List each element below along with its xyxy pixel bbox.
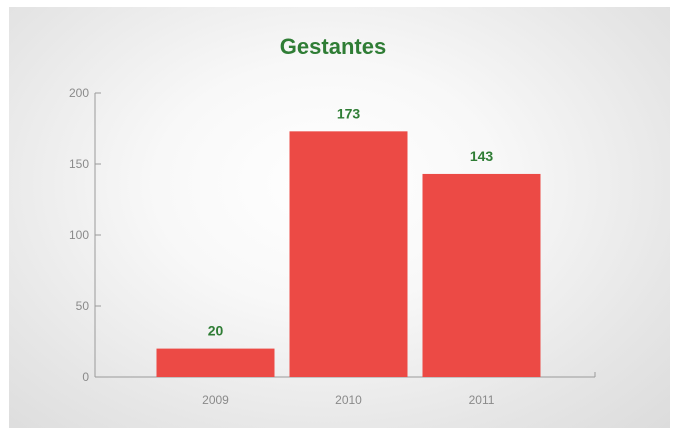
y-tick-label: 100 (69, 228, 89, 242)
y-tick-label: 0 (82, 370, 89, 384)
y-tick-label: 200 (69, 86, 89, 100)
labels-group: 20 2009 173 2010 143 2011 (202, 105, 495, 407)
bar-value-label: 173 (337, 105, 361, 121)
chart-panel: Gestantes 0 50 100 150 200 20 2009 173 2010 143 2… (9, 7, 670, 428)
y-tick-label: 50 (76, 299, 90, 313)
bars-group (156, 131, 541, 377)
bar-2011 (422, 173, 541, 377)
bar-2010 (289, 131, 408, 377)
x-tick-label: 2010 (335, 393, 362, 407)
x-tick-label: 2011 (469, 393, 495, 407)
chart-title: Gestantes (280, 34, 386, 59)
bar-2009 (156, 348, 275, 377)
x-tick-label: 2009 (202, 393, 229, 407)
y-tick-label: 150 (69, 157, 89, 171)
bar-value-label: 143 (470, 148, 494, 164)
bar-value-label: 20 (208, 323, 224, 339)
